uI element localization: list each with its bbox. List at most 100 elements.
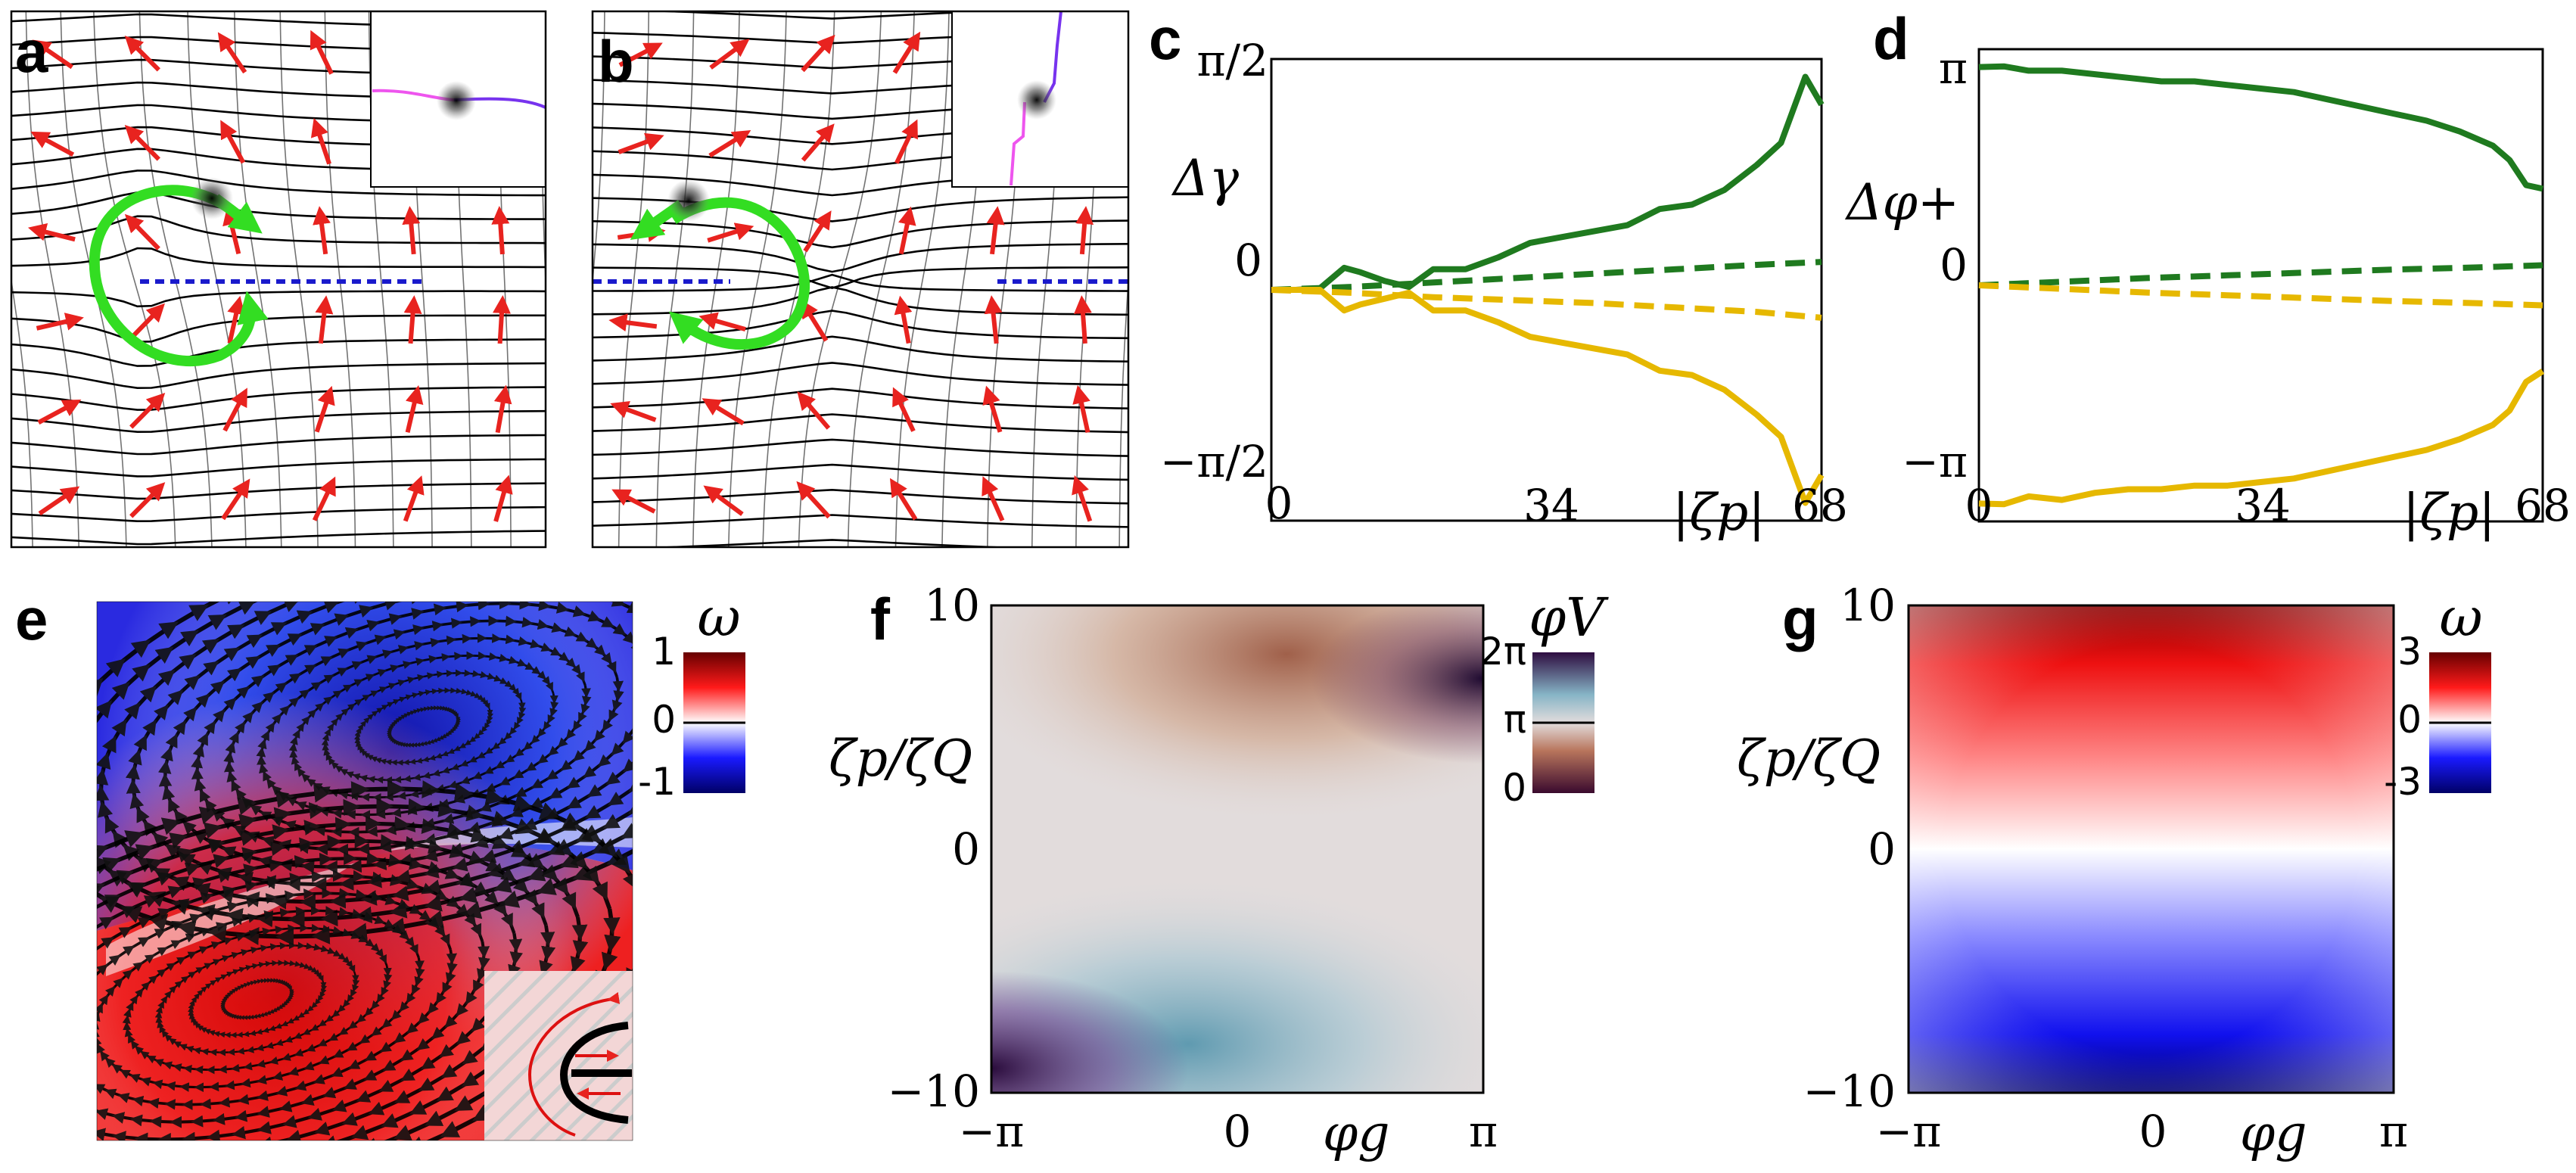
- bArrows-arrow: [709, 39, 750, 70]
- aStreams-line: [11, 277, 33, 547]
- bArrows-arrow: [803, 210, 832, 253]
- panel-d-ylabel: Δφ+: [1844, 173, 1959, 232]
- panel-e-colorbar: ω 1 0 -1: [638, 586, 745, 804]
- aStreams-line: [11, 506, 546, 523]
- panel-b-winding-loop: [668, 197, 810, 350]
- panel-f-label: f: [870, 586, 891, 652]
- aArrows-arrow: [405, 385, 424, 433]
- bStreams-line: [618, 11, 650, 547]
- bArrows-arrow: [892, 387, 916, 432]
- panel-f-colorbar-tick-bottom: 0: [1502, 766, 1526, 810]
- aArrows-arrow: [129, 392, 166, 429]
- panel-e-streamlines: [97, 602, 633, 1140]
- bArrows-arrow: [984, 295, 1003, 344]
- aStreams-line: [11, 362, 546, 390]
- panel-f-ytick-mid: 0: [952, 823, 980, 875]
- aArrows-arrow: [227, 295, 245, 344]
- panel-d-xtick-0: 0: [1965, 480, 1993, 531]
- aArrows-arrow: [222, 387, 247, 432]
- panel-d: d π 0 −π 0 34 68 Δφ+ |ζp|: [1844, 5, 2571, 542]
- panel-b-label: b: [598, 28, 634, 95]
- panel-c-xtick-0: 0: [1265, 478, 1293, 529]
- panel-c-ytick-top: π/2: [1196, 35, 1268, 86]
- aArrows-arrow: [310, 118, 331, 165]
- aArrows-arrow: [493, 474, 513, 522]
- aStreams-line: [234, 11, 282, 547]
- panel-e-label: e: [15, 586, 48, 652]
- panel-g-colorbar-title: ω: [2439, 586, 2482, 649]
- panel-c-series-green-solid: [1271, 73, 1825, 293]
- panel-g-heatmap-edge-fade: [1909, 605, 2394, 1093]
- panel-d-ytick-top: π: [1939, 42, 1968, 94]
- bArrows-arrow: [801, 34, 835, 73]
- aStreams-line: [11, 191, 546, 220]
- bArrows-arrow: [1075, 206, 1094, 255]
- aStreams-line: [11, 530, 546, 546]
- panel-g-label: g: [1782, 586, 1818, 652]
- aStreams-line: [11, 215, 546, 244]
- bArrows-arrow: [894, 295, 913, 344]
- panel-c-series-yellow-dashed: [1271, 287, 1822, 321]
- aArrows-arrow: [124, 213, 160, 250]
- aArrows-arrow: [129, 482, 166, 518]
- aArrows-arrow: [493, 295, 511, 344]
- panel-e-colorbar-tick-top: 1: [652, 630, 676, 674]
- panel-f-ylabel: ζp/ζQ: [829, 730, 972, 788]
- bArrows-arrow: [982, 385, 1003, 433]
- aArrows-arrow: [403, 295, 422, 344]
- aArrows-arrow: [32, 39, 73, 70]
- panel-b-defect: [667, 179, 710, 222]
- bArrows-arrow: [801, 123, 835, 162]
- aArrows-arrow: [124, 36, 160, 72]
- panel-d-series-green-dashed: [1978, 262, 2543, 288]
- panel-f-xtick-left: −π: [959, 1106, 1025, 1157]
- bStreams-line: [593, 413, 1128, 434]
- aStreams-line: [0, 555, 561, 568]
- panel-f-ytick-top: 10: [924, 580, 980, 631]
- panel-d-xtick-68: 68: [2515, 480, 2571, 531]
- panel-g-xtick-left: −π: [1876, 1106, 1942, 1157]
- bArrows-arrow: [618, 132, 664, 154]
- panel-d-series-yellow-dashed: [1978, 282, 2543, 309]
- panel-g-axes: [1907, 604, 2395, 1094]
- panel-e: e ω 1 0 -1: [15, 586, 745, 1141]
- panel-c-ytick-bottom: −π/2: [1160, 436, 1268, 487]
- bStreams-line: [593, 514, 1128, 528]
- aArrows-arrow: [402, 206, 421, 255]
- panel-a-defect: [191, 177, 233, 219]
- panel-d-xtick-34: 34: [2235, 480, 2291, 531]
- bStreams-line: [593, 488, 1128, 505]
- bArrows-arrow: [986, 206, 1005, 255]
- panel-g-colorbar: ω 3 0 -3: [2384, 586, 2491, 804]
- panel-b: b: [591, 10, 1130, 549]
- panel-c-label: c: [1149, 5, 1181, 72]
- aArrows-arrow: [315, 295, 334, 344]
- panel-g-ylabel: ζp/ζQ: [1737, 730, 1881, 788]
- bArrows-arrow: [797, 391, 831, 430]
- aStreams-line: [0, 579, 561, 591]
- aArrows-arrow: [30, 131, 75, 157]
- aArrows-arrow: [38, 486, 80, 516]
- bStreams-line: [593, 438, 1128, 457]
- panel-f-xtick-mid: 0: [1224, 1106, 1252, 1157]
- panel-f-xtick-right: π: [1469, 1106, 1498, 1157]
- panel-c-series-green-dashed: [1271, 259, 1822, 293]
- bArrows-arrow: [608, 313, 658, 332]
- panel-a-label: a: [15, 18, 48, 85]
- panel-e-inset-flow-arrow: [527, 991, 621, 1137]
- bArrows-arrow: [618, 42, 663, 67]
- panel-g-xtick-mid: 0: [2139, 1106, 2167, 1157]
- bStreams-line: [593, 266, 1128, 289]
- panel-g-xlabel: φg: [2240, 1104, 2307, 1162]
- panel-f-heatmap-upper-right: [991, 605, 1483, 849]
- aArrows-arrow: [217, 32, 247, 74]
- bArrows-arrow: [1072, 475, 1093, 522]
- bStreams-line: [593, 273, 1128, 292]
- panel-g-ytick-mid: 0: [1868, 823, 1896, 875]
- panel-a-winding-loop: [89, 185, 269, 367]
- panel-g: g 10 0 −10 −π 0 π ζp/ζQ φg ω 3 0 -3: [1737, 580, 2491, 1162]
- panel-c-axes: [1270, 58, 1823, 522]
- panel-f-colorbar-tick-top: 2π: [1479, 630, 1526, 674]
- panel-d-series-yellow-solid: [1978, 369, 2545, 508]
